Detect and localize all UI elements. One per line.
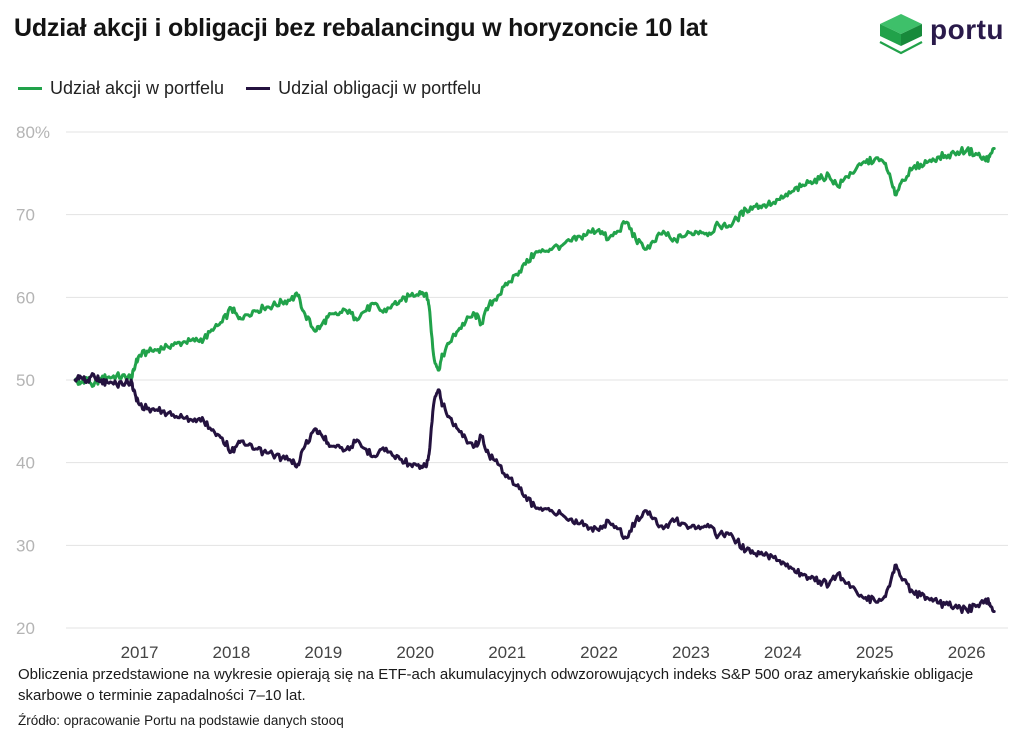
series-line-stocks bbox=[73, 146, 996, 388]
x-tick-label: 2022 bbox=[580, 643, 618, 660]
y-tick-label: 20 bbox=[16, 619, 35, 638]
x-tick-label: 2025 bbox=[856, 643, 894, 660]
x-tick-label: 2020 bbox=[396, 643, 434, 660]
legend-item-stocks: Udział akcji w portfelu bbox=[18, 78, 224, 99]
legend-label-stocks: Udział akcji w portfelu bbox=[50, 78, 225, 98]
x-tick-label: 2023 bbox=[672, 643, 710, 660]
legend-swatch-bonds bbox=[246, 87, 271, 90]
chart-note: Obliczenia przedstawione na wykresie opi… bbox=[18, 666, 974, 704]
legend-item-bonds: Udzial obligacji w portfelu bbox=[246, 78, 481, 99]
y-tick-label: 70 bbox=[16, 206, 35, 225]
y-tick-label: 50 bbox=[16, 371, 35, 390]
series-line-bonds bbox=[73, 372, 996, 614]
x-tick-label: 2017 bbox=[121, 643, 159, 660]
y-tick-label: 80% bbox=[16, 123, 50, 142]
chart-legend: Udział akcji w portfelu Udzial obligacji… bbox=[18, 78, 481, 99]
x-tick-label: 2024 bbox=[764, 643, 802, 660]
brand-logo: portu bbox=[876, 10, 1016, 58]
y-tick-label: 40 bbox=[16, 454, 35, 473]
brand-name: portu bbox=[930, 14, 1005, 45]
legend-swatch-stocks bbox=[18, 87, 42, 90]
y-tick-label: 30 bbox=[16, 536, 35, 555]
x-tick-label: 2018 bbox=[213, 643, 251, 660]
chart-source: Źródło: opracowanie Portu na podstawie d… bbox=[18, 713, 344, 728]
cube-logo-icon bbox=[879, 14, 923, 55]
line-chart: 20 30 40 50 60 70 80% 2017 2018 2019 2020 2021 2022… bbox=[16, 123, 1008, 660]
x-tick-label: 2019 bbox=[304, 643, 342, 660]
y-tick-label: 60 bbox=[16, 288, 35, 307]
page-title: Udział akcji i obligacji bez rebalancing… bbox=[14, 14, 708, 42]
x-tick-label: 2026 bbox=[948, 643, 986, 660]
legend-label-bonds: Udzial obligacji w portfelu bbox=[278, 78, 482, 98]
x-tick-label: 2021 bbox=[488, 643, 526, 660]
